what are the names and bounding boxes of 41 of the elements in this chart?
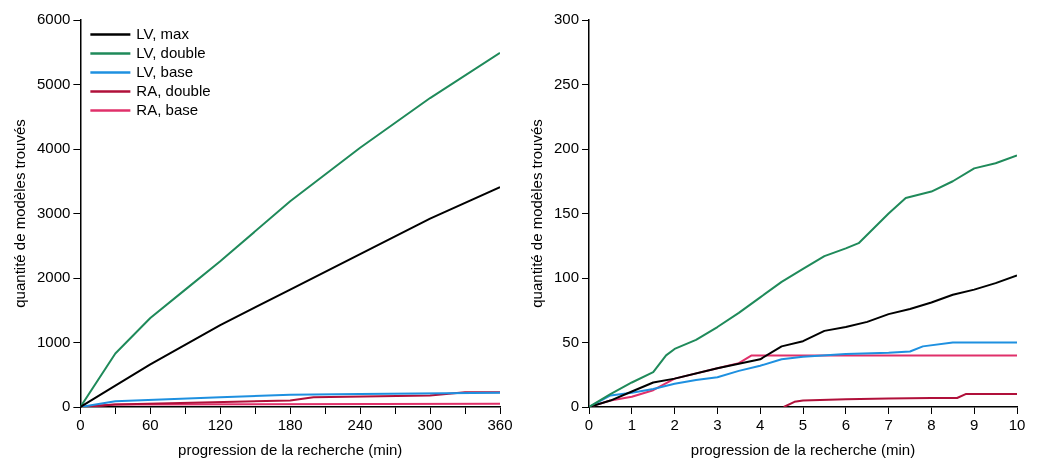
y-axis-title: quantité de modèles trouvés bbox=[11, 119, 29, 308]
y-tick-label: 50 bbox=[562, 332, 580, 350]
y-tick-label: 150 bbox=[554, 203, 580, 221]
x-tick-label: 2 bbox=[670, 416, 679, 434]
x-tick-label: 60 bbox=[141, 416, 159, 434]
x-axis-title: progression de la recherche (min) bbox=[178, 441, 403, 459]
y-tick-label: 0 bbox=[62, 397, 71, 415]
legend-label: RA, double bbox=[136, 81, 211, 99]
x-tick-label: 240 bbox=[347, 416, 373, 434]
y-tick-label: 200 bbox=[554, 139, 580, 157]
legend-label: RA, base bbox=[136, 100, 199, 118]
y-tick-label: 2000 bbox=[36, 268, 71, 286]
x-tick-label: 6 bbox=[841, 416, 850, 434]
x-tick-label: 300 bbox=[417, 416, 443, 434]
x-tick-label: 10 bbox=[1008, 416, 1026, 434]
x-tick-label: 4 bbox=[756, 416, 765, 434]
x-tick-label: 120 bbox=[207, 416, 233, 434]
y-tick-label: 1000 bbox=[36, 332, 71, 350]
legend-label: LV, max bbox=[136, 24, 190, 42]
legend-label: LV, base bbox=[136, 62, 194, 80]
x-tick-label: 3 bbox=[713, 416, 722, 434]
y-tick-label: 5000 bbox=[36, 74, 71, 92]
y-axis-title: quantité de modèles trouvés bbox=[528, 119, 546, 308]
y-tick-label: 100 bbox=[554, 268, 580, 286]
y-tick-label: 0 bbox=[570, 397, 580, 415]
y-tick-label: 4000 bbox=[36, 139, 71, 157]
x-tick-label: 7 bbox=[884, 416, 893, 434]
x-tick-label: 180 bbox=[277, 416, 303, 434]
y-tick-label: 300 bbox=[554, 10, 580, 28]
x-tick-label: 9 bbox=[970, 416, 979, 434]
x-tick-label: 8 bbox=[927, 416, 936, 434]
x-tick-label: 5 bbox=[798, 416, 808, 434]
y-tick-label: 6000 bbox=[36, 10, 71, 28]
legend-label: LV, double bbox=[136, 43, 206, 61]
y-tick-label: 250 bbox=[554, 74, 580, 92]
y-tick-label: 3000 bbox=[36, 203, 71, 221]
x-tick-label: 0 bbox=[76, 416, 85, 434]
x-tick-label: 360 bbox=[487, 416, 513, 434]
x-tick-label: 1 bbox=[627, 416, 636, 434]
x-axis-title: progression de la recherche (min) bbox=[690, 441, 916, 459]
x-tick-label: 0 bbox=[584, 416, 594, 434]
